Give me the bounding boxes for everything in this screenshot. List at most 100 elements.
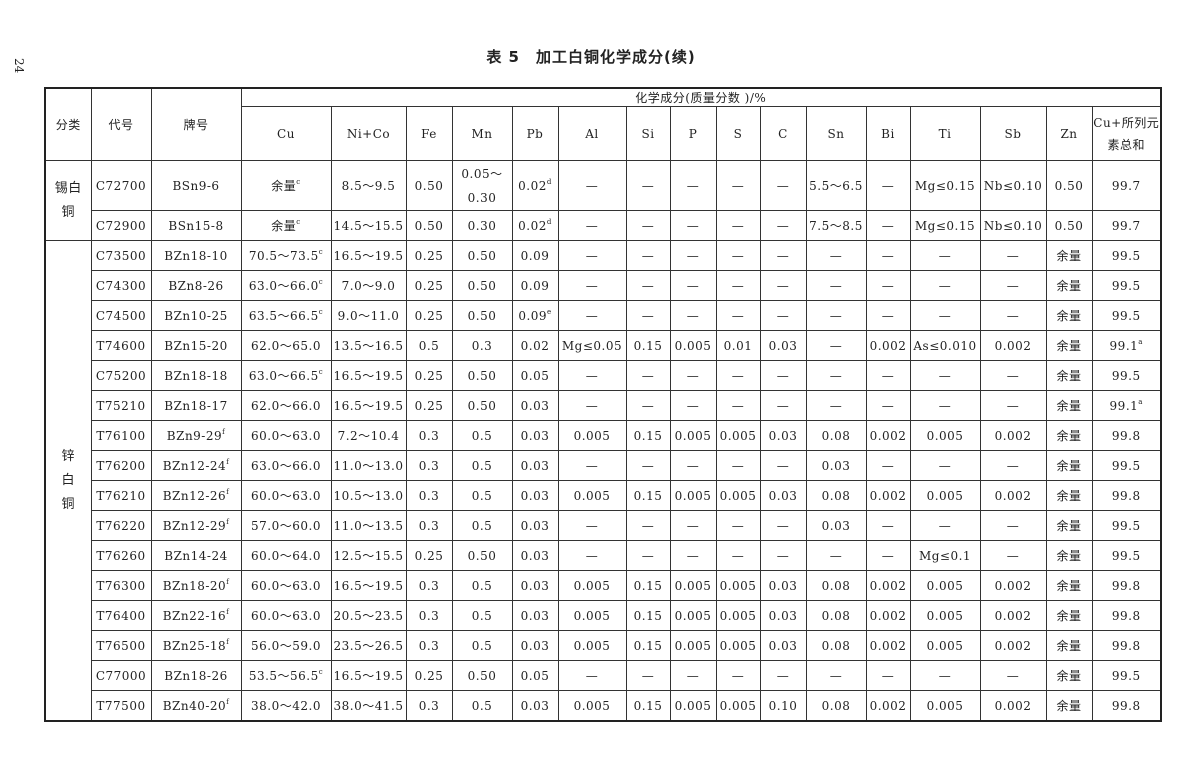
cell-value: 0.002	[869, 488, 907, 503]
cell-value: 99.8	[1111, 698, 1141, 713]
table-cell: —	[625, 540, 671, 571]
cell-value: 余量	[1056, 249, 1082, 263]
table-row: T76210 BZn12-26f 60.0～63.0 10.5～13.0 0.3 0.5 0…	[45, 480, 1162, 511]
table-cell: 63.5～66.5c	[240, 300, 332, 331]
footnote-marker: f	[226, 518, 230, 526]
cell-value: 余量	[1056, 459, 1082, 473]
cell-value: 99.5	[1111, 518, 1141, 533]
table-cell: 0.25	[405, 270, 453, 301]
cell-value: 0.01	[723, 338, 753, 353]
cell-value: —	[938, 398, 952, 413]
cell-value: 余量	[1056, 549, 1082, 563]
table-cell: 余量	[1045, 690, 1093, 722]
cell-value: 60.0～63.0	[251, 489, 321, 503]
cell-value: —	[641, 668, 655, 683]
table-cell: 0.005	[669, 570, 717, 601]
cell-value: 余量	[1056, 489, 1082, 503]
cell-value: 0.002	[994, 338, 1032, 353]
table-row: T76300 BZn18-20f 60.0～63.0 16.5～19.5 0.3 0.5 0…	[45, 570, 1162, 601]
table-cell: 0.03	[511, 570, 559, 601]
table-cell: —	[669, 210, 717, 241]
composition-table: 分类 代号 牌号 化学成分(质量分数 )/% Cu Ni+Co Fe Mn Pb Al Si P S C S…	[44, 87, 1162, 722]
cell-value: 余量	[1056, 669, 1082, 683]
cell-value: 0.50	[467, 248, 497, 263]
grade-cell: BZn18-17	[150, 390, 242, 421]
code-cell: C72900	[90, 210, 152, 241]
cell-value: 0.15	[633, 638, 663, 653]
cell-value: 余量	[1056, 399, 1082, 413]
cell-value: 0.3	[418, 608, 440, 623]
grade-cell: BZn9-29f	[150, 420, 242, 451]
table-cell: 0.002	[865, 630, 911, 661]
table-row: T76260 BZn14-24 60.0～64.0 12.5～15.5 0.25 0.50…	[45, 540, 1162, 571]
table-cell: —	[669, 660, 717, 691]
cell-value: 0.005	[573, 638, 611, 653]
table-cell: 余量	[1045, 360, 1093, 391]
table-cell: —	[625, 510, 671, 541]
table-cell: 0.002	[865, 570, 911, 601]
table-cell: 0.03	[805, 450, 867, 481]
table-cell: —	[979, 540, 1047, 571]
cell-value: 0.03	[768, 488, 798, 503]
table-cell: 余量	[1045, 300, 1093, 331]
table-cell: 99.8	[1091, 420, 1162, 451]
table-cell: 0.03	[511, 480, 559, 511]
header-grade: 牌号	[150, 87, 242, 161]
cell-value: 0.005	[674, 338, 712, 353]
cell-value: —	[1006, 668, 1020, 683]
cell-value: 0.15	[633, 578, 663, 593]
cell-value: 0.002	[869, 578, 907, 593]
table-cell: 99.5	[1091, 510, 1162, 541]
cell-value: C73500	[95, 248, 147, 263]
table-cell: —	[557, 210, 627, 241]
header-element-al: Al	[557, 106, 627, 161]
table-row: 锌白铜 C73500 BZn18-10 70.5～73.5c 16.5～19.5 0.25…	[44, 240, 1162, 722]
cell-value: 0.08	[821, 608, 851, 623]
table-cell: 16.5～19.5	[330, 390, 407, 421]
cell-value: 0.5	[471, 518, 493, 533]
code-cell: T76100	[90, 420, 152, 451]
table-cell: 0.50	[451, 240, 513, 271]
code-cell: T76260	[90, 540, 152, 571]
cell-value: 0.25	[414, 398, 444, 413]
table-cell: —	[979, 510, 1047, 541]
table-row: T76220 BZn12-29f 57.0～60.0 11.0～13.5 0.3 0.5 0…	[45, 510, 1162, 541]
table-cell: 16.5～19.5	[330, 660, 407, 691]
cell-value: 5.5～6.5	[809, 179, 863, 193]
cell-value: 0.3	[418, 428, 440, 443]
table-cell: —	[669, 360, 717, 391]
cell-value: 0.08	[821, 698, 851, 713]
cell-value: —	[731, 398, 745, 413]
grade-cell: BZn12-24f	[150, 450, 242, 481]
table-cell: 99.7	[1091, 210, 1162, 241]
table-cell: 0.005	[557, 420, 627, 451]
table-cell: 0.50	[451, 540, 513, 571]
table-cell: —	[715, 160, 761, 211]
table-cell: —	[557, 390, 627, 421]
footnote-marker: f	[226, 578, 230, 586]
cell-value: 99.7	[1111, 218, 1141, 233]
table-cell: 99.5	[1091, 270, 1162, 301]
table-cell: Mg≤0.05	[557, 330, 627, 361]
table-cell: —	[625, 160, 671, 211]
footnote-marker: c	[318, 668, 324, 676]
table-cell: —	[759, 240, 807, 271]
cell-value: 7.2～10.4	[337, 429, 400, 443]
table-cell: As≤0.010	[909, 330, 981, 361]
table-cell: 0.03	[759, 330, 807, 361]
cell-value: —	[829, 308, 843, 323]
cell-value: As≤0.010	[913, 338, 977, 353]
cell-value: 0.3	[471, 338, 493, 353]
cell-value: 7.0～9.0	[341, 279, 396, 293]
table-cell: Mg≤0.1	[909, 540, 981, 571]
table-cell: 56.0～59.0	[240, 630, 332, 661]
grade-cell: BZn15-20	[150, 330, 242, 361]
category-label: 锡白铜	[54, 180, 82, 220]
cell-value: 0.005	[719, 428, 757, 443]
table-cell: 0.03	[805, 510, 867, 541]
table-cell: 99.5	[1091, 540, 1162, 571]
cell-value: 63.0～66.5	[248, 369, 319, 383]
cell-value: 0.02	[518, 219, 547, 233]
table-cell: 0.3	[405, 420, 453, 451]
header-element-pb: Pb	[511, 106, 559, 161]
